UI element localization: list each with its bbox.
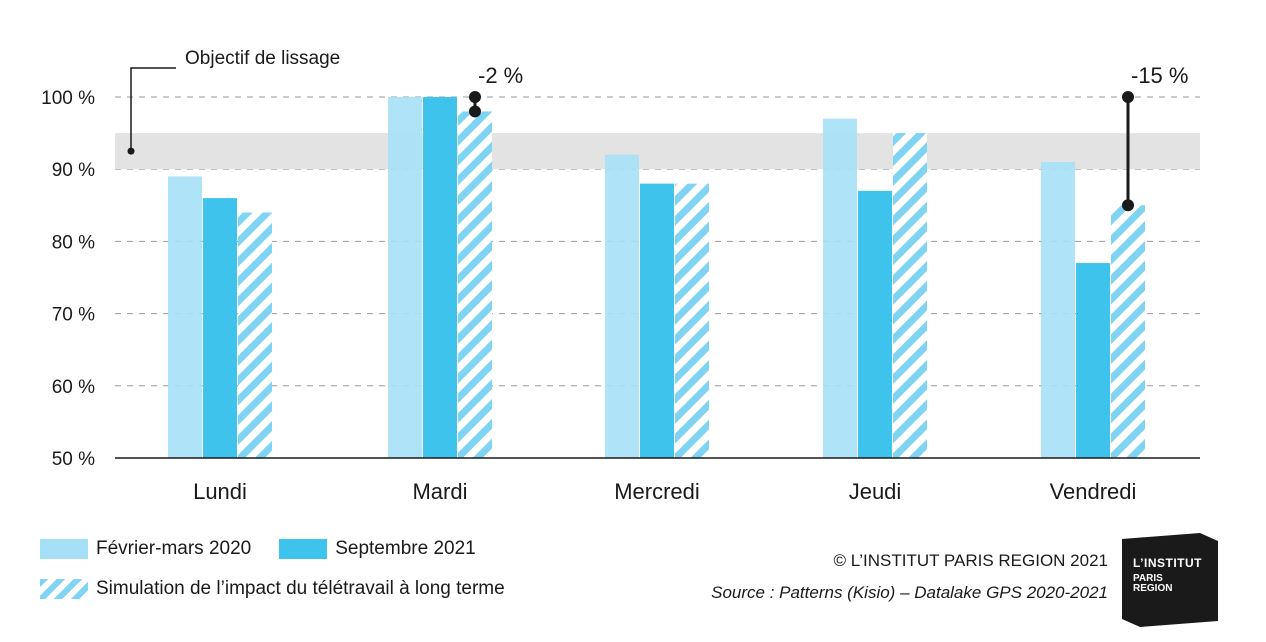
institut-paris-region-logo [1122, 533, 1218, 627]
bar-vendredi-series-1 [1041, 161, 1075, 459]
annotation-label-2: -15 % [1131, 63, 1188, 88]
bar-jeudi-series-2 [858, 190, 892, 459]
y-tick-label-70: 70 % [52, 305, 95, 326]
bar-mercredi-series-3 [675, 183, 709, 458]
x-category-jeudi: Jeudi [849, 479, 902, 504]
y-tick-label-50: 50 % [52, 449, 95, 470]
annotation-dot-bottom-2 [1122, 199, 1134, 212]
annotation-label-1: -2 % [478, 63, 523, 88]
legend-swatch-septembre-2021 [279, 539, 328, 559]
x-category-mercredi: Mercredi [614, 479, 700, 504]
band-label: Objectif de lissage [185, 48, 340, 69]
legend-label-simulation: Simulation de l’impact du télétravail à … [96, 578, 505, 599]
bar-chart: 50 % 60 % 70 % 80 % 90 % 100 % Lundi Mardi Mercr… [41, 48, 1200, 504]
bar-lundi-series-1 [168, 176, 202, 459]
source-text: Source : Patterns (Kisio) – Datalake GPS… [711, 583, 1108, 602]
annotation-dot-top-1 [469, 91, 481, 103]
bar-jeudi-series-3 [893, 133, 927, 458]
logo-line-2: PARIS [1133, 573, 1163, 584]
bar-mercredi-series-1 [605, 154, 639, 458]
bar-vendredi-series-2 [1076, 263, 1110, 458]
y-tick-label-60: 60 % [52, 377, 95, 398]
legend-label-septembre-2021: Septembre 2021 [335, 538, 476, 559]
annotation-dot-bottom-1 [469, 105, 481, 118]
credits: © L’INSTITUT PARIS REGION 2021 Source : … [711, 551, 1108, 603]
annotation-dot-top-2 [1122, 91, 1134, 103]
legend: Février-mars 2020 Septembre 2021 Simulat… [40, 536, 533, 616]
x-category-mardi: Mardi [412, 479, 467, 504]
logo-line-3: REGION [1133, 583, 1173, 594]
y-tick-label-80: 80 % [52, 232, 95, 253]
legend-row-2: Simulation de l’impact du télétravail à … [40, 576, 533, 602]
logo-text: L’INSTITUT PARIS REGION [1133, 557, 1202, 594]
bar-lundi-series-3 [238, 212, 272, 458]
bar-mardi-series-2 [423, 97, 457, 458]
x-category-vendredi: Vendredi [1050, 479, 1137, 504]
x-category-lundi: Lundi [193, 479, 247, 504]
y-tick-label-90: 90 % [52, 160, 95, 181]
legend-label-fevrier-mars-2020: Février-mars 2020 [96, 538, 252, 559]
bar-mercredi-series-2 [640, 183, 674, 458]
band-label-leader [130, 67, 176, 152]
legend-row-1: Février-mars 2020 Septembre 2021 [40, 536, 533, 562]
legend-swatch-simulation [40, 579, 88, 599]
bar-mardi-series-3 [458, 111, 492, 458]
y-tick-label-100: 100 % [41, 88, 95, 109]
bar-vendredi-series-3 [1111, 205, 1145, 458]
logo-line-1: L’INSTITUT [1133, 556, 1202, 570]
legend-swatch-fevrier-mars-2020 [40, 539, 88, 559]
copyright-text: © L’INSTITUT PARIS REGION 2021 [833, 551, 1108, 570]
objective-band [115, 133, 1200, 170]
bar-mardi-series-1 [388, 97, 422, 458]
bar-lundi-series-2 [203, 198, 237, 458]
bar-jeudi-series-1 [823, 118, 857, 458]
